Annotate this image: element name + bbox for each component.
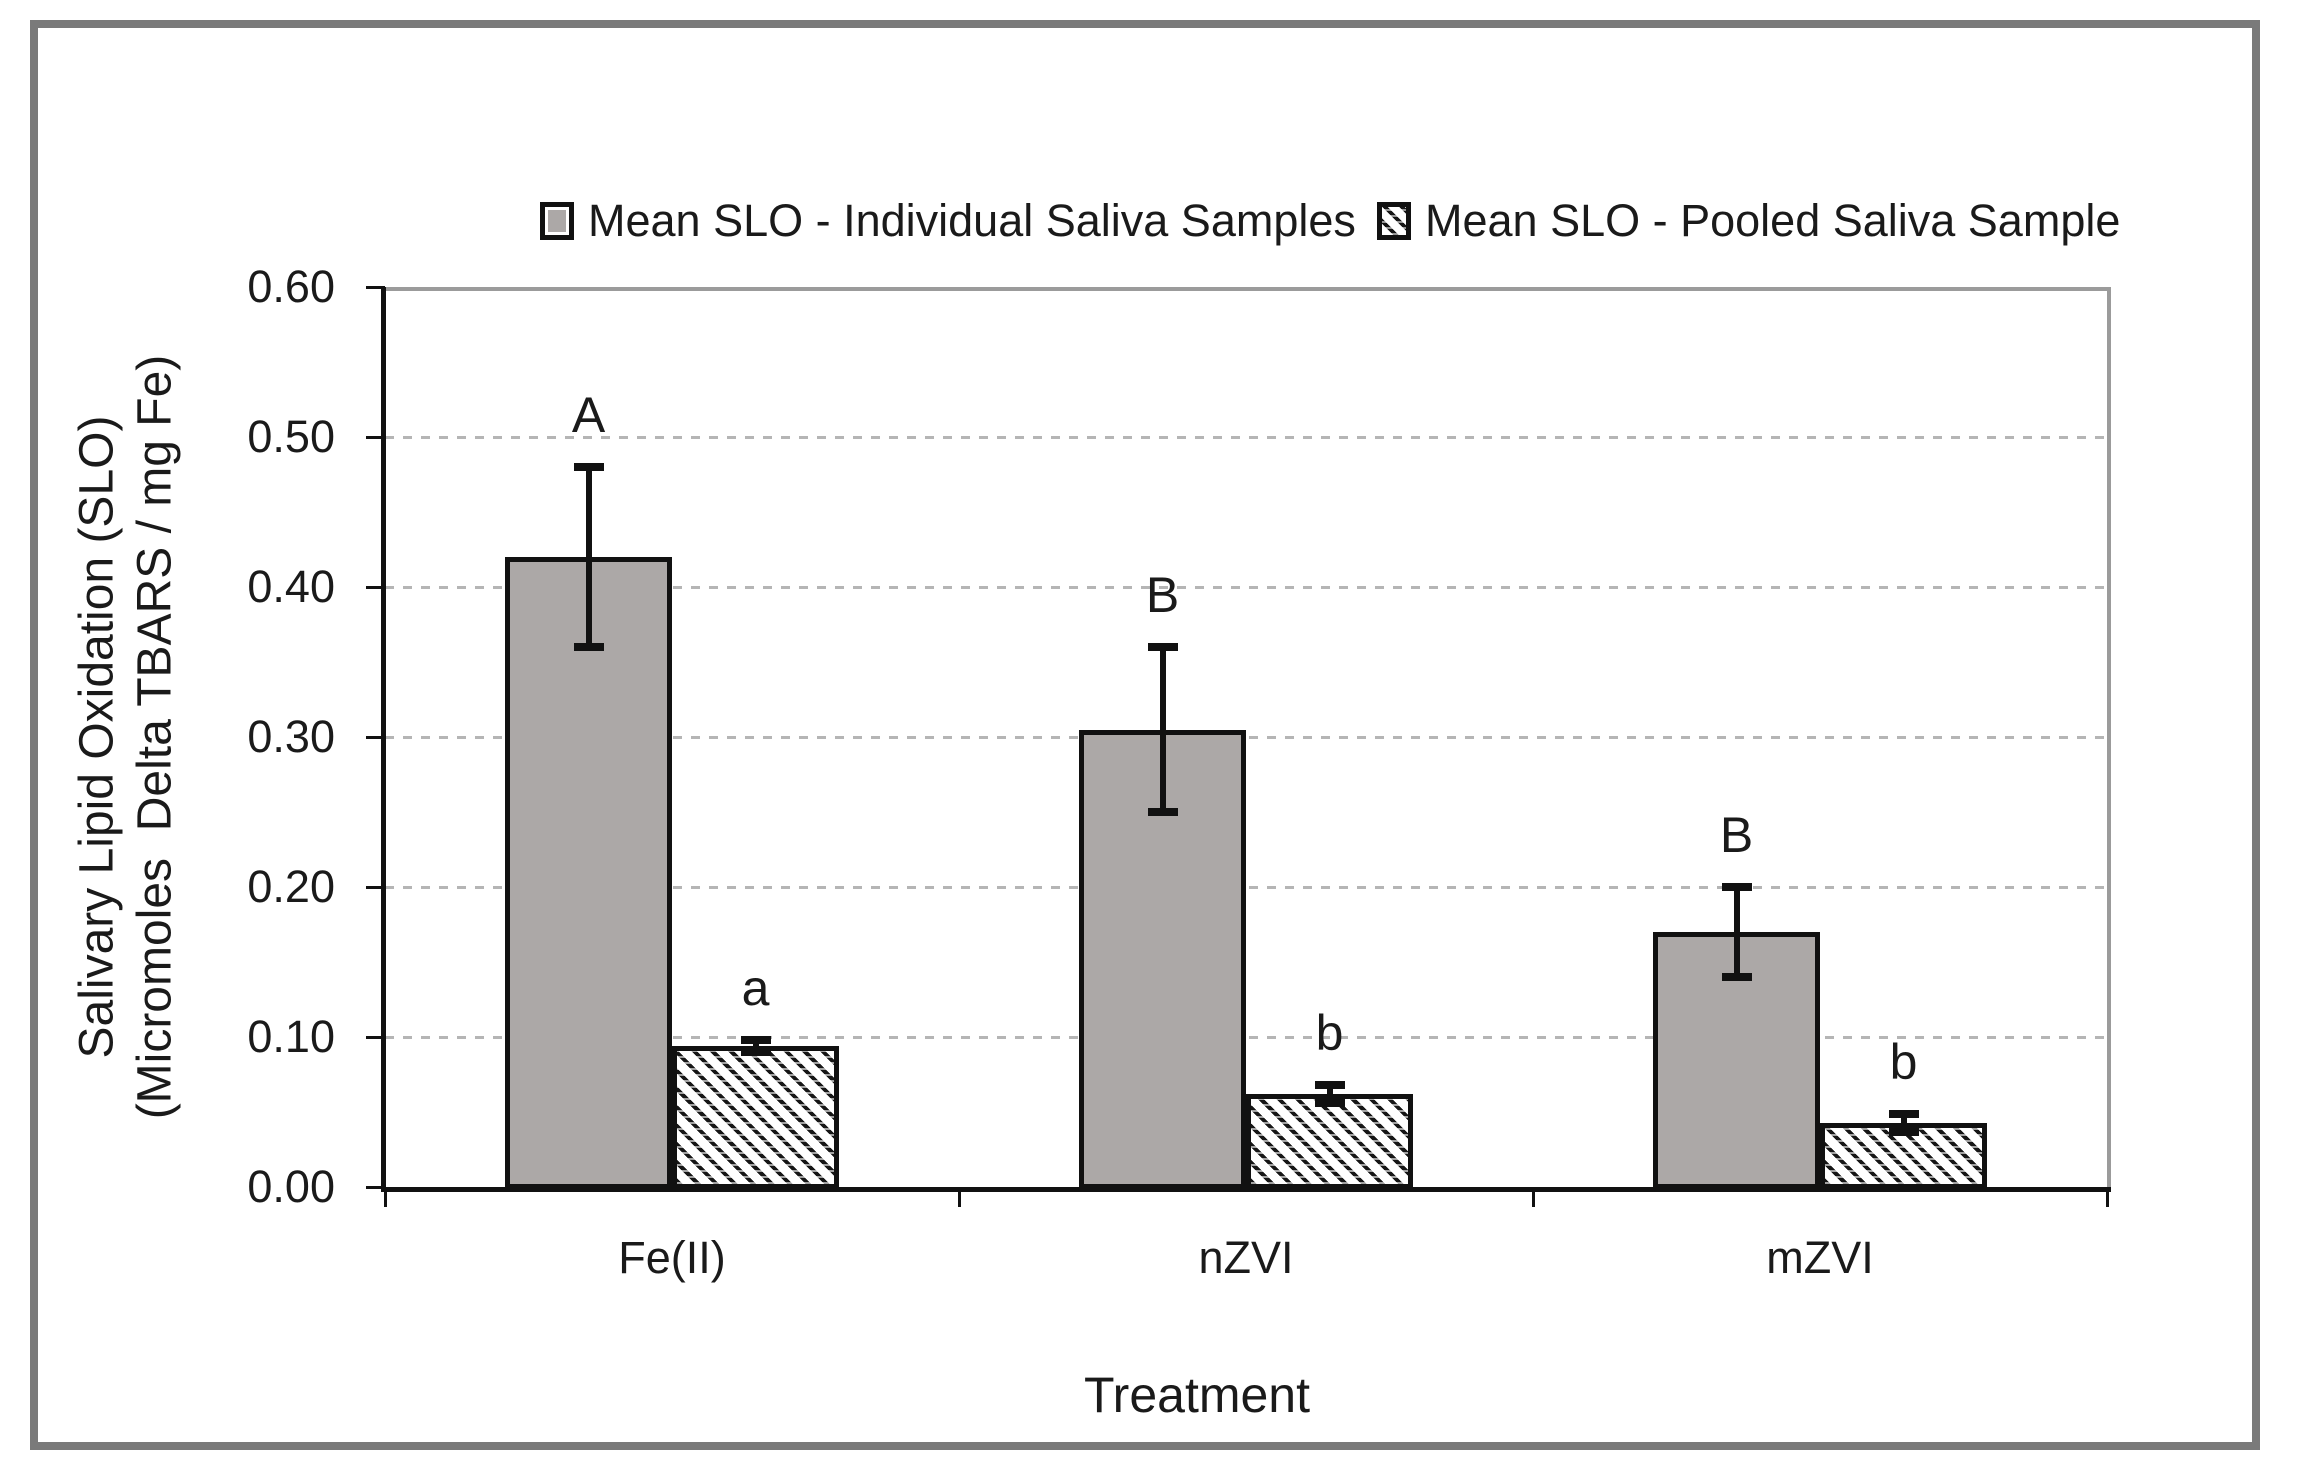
y-tick-0.30 (366, 736, 385, 739)
x-axis-title: Treatment (1083, 1367, 1311, 1423)
y-tick-0.60 (366, 286, 385, 289)
chart-outer-frame (30, 20, 2260, 1450)
gridline-0.50 (385, 436, 2107, 439)
error-cap-bottom-individual-mZVI (1721, 973, 1752, 981)
error-bar-individual-mZVI (1733, 887, 1740, 977)
y-tick-label-0.10: 0.10 (247, 1011, 335, 1062)
y-tick-0.50 (366, 436, 385, 439)
error-cap-top-pooled-Fe(II) (740, 1036, 771, 1044)
bar-individual-Fe(II) (505, 557, 672, 1189)
error-bar-pooled-Fe(II) (752, 1040, 759, 1052)
error-bar-pooled-mZVI (1900, 1113, 1907, 1132)
plot-area (385, 287, 2111, 1191)
x-tick-2 (1532, 1187, 1535, 1207)
y-axis-line (381, 287, 386, 1192)
significance-letter-b-nZVI: b (1315, 1005, 1344, 1061)
y-tick-label-0.20: 0.20 (247, 861, 335, 912)
gridline-0.20 (385, 886, 2107, 889)
error-cap-top-individual-mZVI (1721, 883, 1752, 891)
y-tick-label-0.60: 0.60 (247, 261, 335, 312)
significance-letter-a-Fe(II): a (741, 960, 770, 1016)
category-label-nZVI: nZVI (1198, 1232, 1294, 1283)
significance-letter-A-Fe(II): A (571, 387, 606, 443)
y-tick-label-0.30: 0.30 (247, 711, 335, 762)
error-cap-bottom-individual-nZVI (1147, 808, 1178, 816)
error-cap-bottom-pooled-nZVI (1314, 1099, 1345, 1107)
gridline-0.10 (385, 1036, 2107, 1039)
y-axis-title-line1: Salivary Lipid Oxidation (SLO) (70, 415, 124, 1059)
error-bar-individual-nZVI (1159, 647, 1166, 812)
legend-label-individual: Mean SLO - Individual Saliva Samples (588, 195, 1356, 246)
significance-letter-b-mZVI: b (1889, 1033, 1918, 1090)
error-cap-top-pooled-nZVI (1314, 1081, 1345, 1089)
legend-swatch-pooled-icon (1377, 202, 1411, 240)
error-cap-bottom-pooled-mZVI (1888, 1127, 1919, 1136)
category-label-Fe(II): Fe(II) (618, 1232, 726, 1283)
legend-swatch-individual-icon (540, 202, 574, 240)
legend-item-pooled: Mean SLO - Pooled Saliva Sample (1377, 195, 2121, 246)
significance-letter-B-mZVI: B (1719, 807, 1754, 863)
x-tick-3 (2106, 1187, 2109, 1207)
x-tick-0 (384, 1187, 387, 1207)
error-bar-individual-Fe(II) (585, 467, 592, 647)
legend-item-individual: Mean SLO - Individual Saliva Samples (540, 195, 1356, 246)
legend-label-pooled: Mean SLO - Pooled Saliva Sample (1425, 195, 2121, 246)
error-cap-top-individual-nZVI (1147, 643, 1178, 651)
significance-letter-B-nZVI: B (1145, 567, 1180, 623)
bar-pooled-nZVI (1246, 1094, 1413, 1189)
y-tick-0.10 (366, 1036, 385, 1039)
y-tick-0.00 (366, 1186, 385, 1189)
error-bar-pooled-nZVI (1326, 1085, 1333, 1103)
bar-pooled-Fe(II) (672, 1046, 839, 1189)
error-cap-top-pooled-mZVI (1888, 1109, 1919, 1118)
error-cap-bottom-individual-Fe(II) (573, 643, 604, 651)
bar-pooled-mZVI (1820, 1122, 1987, 1189)
y-tick-0.40 (366, 586, 385, 589)
x-axis-line (381, 1187, 2111, 1192)
x-tick-1 (958, 1187, 961, 1207)
y-tick-label-0.00: 0.00 (247, 1161, 335, 1212)
category-label-mZVI: mZVI (1766, 1232, 1874, 1283)
error-cap-top-individual-Fe(II) (573, 463, 604, 471)
y-tick-label-0.40: 0.40 (247, 561, 335, 612)
gridline-0.30 (385, 736, 2107, 739)
gridline-0.40 (385, 586, 2107, 589)
y-tick-0.20 (366, 886, 385, 889)
error-cap-bottom-pooled-Fe(II) (740, 1048, 771, 1056)
y-tick-label-0.50: 0.50 (247, 411, 335, 462)
